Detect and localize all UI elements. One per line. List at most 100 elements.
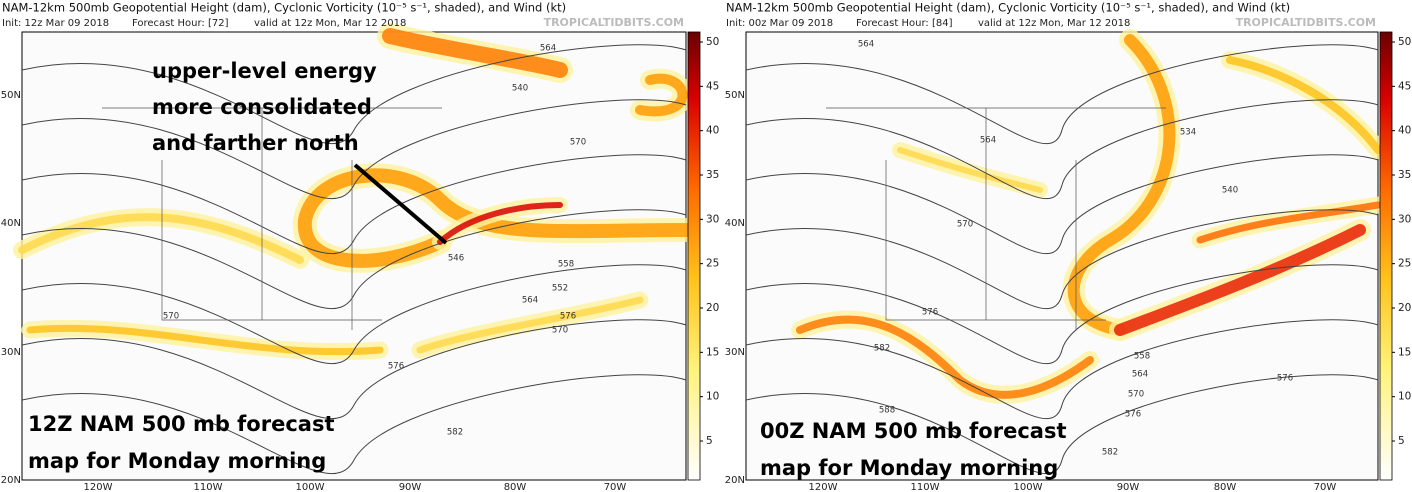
contour-label: 552 bbox=[552, 284, 568, 294]
longitude-label: 100W bbox=[296, 482, 325, 492]
vorticity-swath bbox=[1114, 224, 1366, 336]
vorticity-swath bbox=[297, 168, 693, 268]
contour-label: 564 bbox=[522, 296, 538, 306]
longitude-label: 70W bbox=[604, 482, 627, 492]
map-title: NAM-12km 500mb Geopotential Height (dam)… bbox=[2, 1, 566, 15]
vorticity-swath bbox=[437, 202, 563, 245]
vorticity-swath bbox=[897, 147, 1043, 193]
height-contour bbox=[21, 209, 687, 309]
height-contour bbox=[745, 319, 1379, 419]
height-contour bbox=[21, 374, 687, 474]
colorbar-label: 40 bbox=[706, 125, 719, 137]
contour-label: 576 bbox=[922, 308, 938, 318]
contour-label: 576 bbox=[1277, 374, 1293, 384]
latitude-label: 20N bbox=[725, 475, 745, 486]
contour-label: 588 bbox=[879, 406, 895, 416]
height-contour bbox=[745, 374, 1379, 474]
colorbar-label: 50 bbox=[1398, 36, 1411, 48]
colorbar-label: 45 bbox=[1398, 80, 1411, 92]
colorbar-label: 10 bbox=[1398, 391, 1411, 403]
longitude-label: 100W bbox=[1014, 482, 1043, 492]
height-contour bbox=[21, 44, 687, 144]
height-contour bbox=[21, 319, 687, 419]
contour-label: 570 bbox=[570, 138, 586, 148]
init-time: Init: 12z Mar 09 2018 bbox=[2, 18, 109, 29]
colorbar-label: 5 bbox=[706, 435, 713, 447]
contour-label: 564 bbox=[540, 44, 556, 54]
colorbar-label: 45 bbox=[706, 80, 719, 92]
latitude-label: 30N bbox=[1, 347, 21, 358]
map-panel: 564540570576552546558564570576582570NAM-… bbox=[1, 1, 720, 492]
height-contour bbox=[745, 154, 1379, 254]
latitude-label: 40N bbox=[725, 218, 745, 229]
height-contour bbox=[21, 264, 687, 364]
colorbar-label: 25 bbox=[706, 258, 719, 270]
colorbar-label: 30 bbox=[1398, 213, 1411, 225]
longitude-label: 120W bbox=[84, 482, 113, 492]
colorbar bbox=[687, 31, 701, 481]
colorbar-label: 35 bbox=[1398, 169, 1411, 181]
caption-text: 12Z NAM 500 mb forecast bbox=[28, 412, 335, 436]
contour-label: 540 bbox=[1222, 186, 1238, 196]
contour-label: 576 bbox=[560, 312, 576, 322]
vorticity-swath bbox=[382, 28, 568, 78]
contour-label: 582 bbox=[447, 428, 463, 438]
callout-text: and farther north bbox=[152, 131, 359, 155]
vorticity-swath bbox=[1067, 34, 1176, 336]
longitude-label: 90W bbox=[399, 482, 422, 492]
valid-time: valid at 12z Mon, Mar 12 2018 bbox=[978, 18, 1130, 29]
latitude-label: 30N bbox=[725, 347, 745, 358]
forecast-hour: Forecast Hour: [84] bbox=[856, 18, 953, 29]
vorticity-swath bbox=[635, 73, 688, 117]
valid-time: valid at 12z Mon, Mar 12 2018 bbox=[254, 18, 406, 29]
vorticity-swath bbox=[1226, 56, 1382, 154]
contour-label: 576 bbox=[1125, 410, 1141, 420]
height-contour bbox=[745, 99, 1379, 199]
contour-label: 558 bbox=[558, 260, 574, 270]
vorticity-swath bbox=[26, 324, 384, 356]
colorbar-label: 50 bbox=[706, 36, 719, 48]
longitude-label: 120W bbox=[809, 482, 838, 492]
contour-label: 570 bbox=[163, 312, 179, 322]
contour-label: 570 bbox=[957, 220, 973, 230]
contour-label: 564 bbox=[858, 40, 874, 50]
map-panel: 5645345405645705765825885585645705765825… bbox=[725, 1, 1412, 492]
contour-label: 576 bbox=[388, 362, 404, 372]
vorticity-swath bbox=[1196, 201, 1382, 244]
contour-label: 558 bbox=[1134, 352, 1150, 362]
colorbar-label: 15 bbox=[706, 346, 719, 358]
contour-label: 534 bbox=[1180, 128, 1196, 138]
callout-text: upper-level energy bbox=[152, 59, 377, 83]
source-brand: TROPICALTIDBITS.COM bbox=[544, 16, 684, 29]
init-time: Init: 00z Mar 09 2018 bbox=[726, 18, 833, 29]
callout-text: more consolidated bbox=[152, 95, 372, 119]
map-title: NAM-12km 500mb Geopotential Height (dam)… bbox=[726, 1, 1290, 15]
colorbar-label: 5 bbox=[1398, 435, 1405, 447]
borders bbox=[826, 107, 1166, 330]
height-contour bbox=[21, 99, 687, 199]
longitude-label: 80W bbox=[1214, 482, 1237, 492]
longitude-label: 70W bbox=[1314, 482, 1337, 492]
contour-label: 564 bbox=[980, 136, 996, 146]
colorbar-label: 25 bbox=[1398, 258, 1411, 270]
vorticity-swath bbox=[416, 296, 644, 354]
colorbar-label: 20 bbox=[1398, 302, 1411, 314]
latitude-label: 50N bbox=[1, 90, 21, 101]
colorbar-label: 35 bbox=[706, 169, 719, 181]
borders bbox=[102, 107, 442, 330]
source-brand: TROPICALTIDBITS.COM bbox=[1236, 16, 1376, 29]
caption-text: map for Monday morning bbox=[760, 456, 1058, 480]
contour-label: 564 bbox=[1132, 370, 1148, 380]
longitude-label: 90W bbox=[1117, 482, 1140, 492]
colorbar-label: 15 bbox=[1398, 346, 1411, 358]
colorbar-label: 30 bbox=[706, 213, 719, 225]
latitude-label: 20N bbox=[1, 475, 21, 486]
colorbar-label: 40 bbox=[1398, 125, 1411, 137]
height-contour bbox=[21, 154, 687, 254]
latitude-label: 50N bbox=[725, 90, 745, 101]
colorbar bbox=[1379, 31, 1393, 481]
height-contour bbox=[745, 44, 1379, 144]
contour-label: 570 bbox=[1128, 390, 1144, 400]
